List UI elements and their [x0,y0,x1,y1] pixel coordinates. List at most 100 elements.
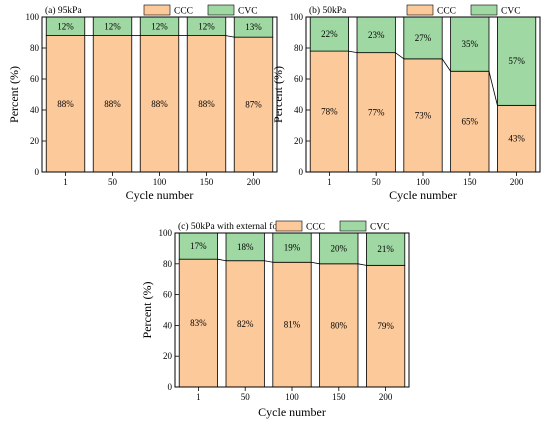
x-tick-label: 50 [372,177,382,187]
bar-cvc [272,232,312,263]
connector-line [348,50,358,54]
x-tick-label: 150 [332,392,346,402]
x-tick-label: 150 [200,177,214,187]
connector-line [217,258,227,262]
data-label-cvc: 12% [151,21,168,31]
data-label-cvc: 12% [198,21,215,31]
data-label-ccc: 77% [368,107,385,117]
x-tick-label: 1 [196,392,201,402]
y-tick-label: 20 [294,136,304,146]
bar-ccc [403,58,443,173]
chart-panel-3: 83% 17% 82% 18% 81% 19% 80% 20% 79% 21% 0 20 40 60 80 1… [140,220,410,419]
data-label-ccc: 79% [377,321,394,331]
x-tick-label: 100 [285,392,299,402]
bar-ccc [309,50,349,173]
x-tick-label: 100 [416,177,430,187]
y-tick-label: 100 [290,12,304,22]
data-label-cvc: 19% [284,243,301,253]
x-axis-label: Cycle number [126,188,194,202]
data-label-ccc: 82% [237,319,254,329]
bar-ccc [139,35,180,173]
connector-line [225,35,235,38]
legend-swatch-ccc [143,4,171,16]
x-tick-label: 1 [63,177,68,187]
x-tick-label: 200 [379,392,393,402]
x-axis-label: Cycle number [389,188,457,202]
y-tick-label: 80 [30,43,40,53]
legend-swatch-cvc [339,220,367,232]
data-label-ccc: 43% [508,134,525,144]
y-tick-label: 40 [30,105,40,115]
data-label-ccc: 78% [321,107,338,117]
connector-line [488,71,498,106]
legend-swatch-cvc [207,4,235,16]
bar-cvc [366,232,406,266]
legend-swatch-ccc [275,220,303,232]
panel-title: (a) 95kPa [45,5,82,16]
data-label-ccc: 65% [462,117,479,127]
y-tick-label: 80 [163,259,173,269]
legend-swatch-cvc [470,4,498,16]
x-tick-label: 200 [510,177,524,187]
connector-line [395,52,405,60]
y-tick-label: 100 [26,12,40,22]
x-tick-label: 200 [247,177,261,187]
y-axis-label: Percent (%) [140,282,154,339]
data-label-cvc: 27% [415,33,432,43]
data-label-ccc: 83% [190,318,207,328]
y-tick-label: 40 [294,105,304,115]
y-tick-label: 100 [159,228,173,238]
x-tick-label: 100 [153,177,167,187]
data-label-cvc: 18% [237,242,254,252]
y-tick-label: 60 [30,74,40,84]
bar-ccc [225,260,265,388]
chart-panel-2: 78% 22% 77% 23% 73% 27% 65% 35% 43% 57% 0 20 40 60 80 1… [271,4,541,202]
bar-cvc [225,232,265,262]
legend-label-cvc: CVC [370,223,390,233]
bar-ccc [450,70,490,173]
connector-line [357,263,367,266]
legend-label-cvc: CVC [238,7,258,17]
y-tick-label: 60 [163,290,173,300]
chart-panel-1: 88% 12% 88% 12% 88% 12% 88% 12% 87% 13% 0 20 40 60 80 1… [7,4,278,202]
legend-swatch-ccc [406,4,434,16]
y-tick-label: 60 [294,74,304,84]
data-label-cvc: 22% [321,29,338,39]
legend-label-ccc: CCC [437,7,456,17]
legend-label-ccc: CCC [306,223,325,233]
data-label-cvc: 12% [57,21,74,31]
y-axis-label: Percent (%) [7,66,21,123]
data-label-cvc: 17% [190,241,207,251]
x-tick-label: 1 [327,177,332,187]
legend-label-ccc: CCC [174,7,193,17]
data-label-cvc: 12% [104,21,121,31]
y-tick-label: 40 [163,320,173,330]
panel-title: (c) 50kPa with external force [178,221,289,232]
data-label-cvc: 20% [331,243,348,253]
x-tick-label: 150 [463,177,477,187]
data-label-cvc: 35% [462,39,479,49]
data-label-ccc: 88% [198,99,215,109]
data-label-cvc: 13% [245,22,262,32]
bar-ccc [356,52,396,173]
legend-label-cvc: CVC [501,7,521,17]
connector-line [311,261,320,265]
y-tick-label: 20 [30,136,40,146]
bar-cvc [403,16,443,60]
y-tick-label: 0 [35,167,40,177]
panel-title: (b) 50kPa [309,5,347,16]
y-axis-label: Percent (%) [271,66,285,123]
x-axis-label: Cycle number [258,405,326,419]
bar-ccc [497,104,537,173]
y-tick-label: 0 [299,167,304,177]
data-label-cvc: 21% [377,244,394,254]
x-tick-label: 50 [108,177,118,187]
bar-cvc [356,16,396,54]
data-label-ccc: 88% [151,99,168,109]
connector-line [441,58,451,72]
data-label-ccc: 80% [331,320,348,330]
bar-ccc [45,35,86,173]
y-tick-label: 0 [168,382,173,392]
bar-cvc [450,16,490,72]
